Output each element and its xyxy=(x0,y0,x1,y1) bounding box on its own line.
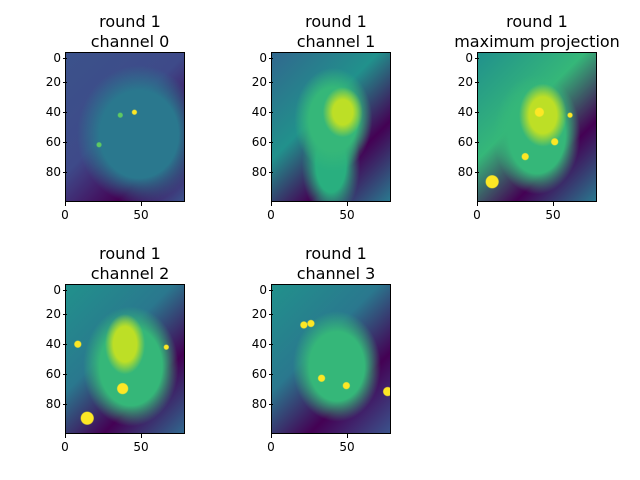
y-tick-label: 20 xyxy=(247,308,273,320)
microscopy-image xyxy=(272,285,390,433)
x-tick-label: 0 xyxy=(256,202,286,222)
y-tick-label: 80 xyxy=(453,166,479,178)
x-tick-label: 0 xyxy=(462,202,492,222)
panel-title: round 1 channel 0 xyxy=(90,12,170,51)
y-tick-label: 0 xyxy=(453,52,479,64)
y-tick-label: 0 xyxy=(247,284,273,296)
panel-channel-3: round 1 channel 3 0 20 40 60 80 0 50 xyxy=(252,244,401,454)
y-tick-label: 0 xyxy=(247,52,273,64)
x-tick-label: 0 xyxy=(50,434,80,454)
y-tick-label: 40 xyxy=(41,106,67,118)
y-tick-label: 40 xyxy=(247,106,273,118)
image-plot xyxy=(65,284,185,434)
y-tick-label: 40 xyxy=(453,106,479,118)
microscopy-image xyxy=(66,53,184,201)
x-tick-label: 0 xyxy=(256,434,286,454)
panel-maximum-projection: round 1 maximum projection 0 20 40 60 80… xyxy=(454,12,627,222)
panel-channel-0: round 1 channel 0 0 20 40 60 80 0 50 xyxy=(46,12,195,222)
panel-channel-1: round 1 channel 1 0 20 40 60 80 0 50 xyxy=(252,12,401,222)
y-tick-label: 20 xyxy=(247,76,273,88)
microscopy-image xyxy=(272,53,390,201)
y-tick-label: 40 xyxy=(41,338,67,350)
x-tick-label: 50 xyxy=(332,202,362,222)
y-tick-label: 60 xyxy=(247,136,273,148)
image-plot xyxy=(65,52,185,202)
y-tick-label: 20 xyxy=(41,76,67,88)
x-tick-label: 50 xyxy=(332,434,362,454)
image-plot xyxy=(271,52,391,202)
image-plot xyxy=(271,284,391,434)
panel-title: round 1 maximum projection xyxy=(454,12,620,51)
y-tick-label: 20 xyxy=(41,308,67,320)
y-tick-label: 60 xyxy=(41,136,67,148)
panel-title: round 1 channel 3 xyxy=(296,244,376,283)
y-tick-label: 20 xyxy=(453,76,479,88)
y-tick-label: 0 xyxy=(41,284,67,296)
x-tick-label: 0 xyxy=(50,202,80,222)
y-tick-label: 60 xyxy=(41,368,67,380)
y-tick-label: 80 xyxy=(247,166,273,178)
microscopy-image xyxy=(478,53,596,201)
panel-channel-2: round 1 channel 2 0 20 40 60 80 0 50 xyxy=(46,244,195,454)
image-plot xyxy=(477,52,597,202)
y-tick-label: 80 xyxy=(41,398,67,410)
y-tick-label: 80 xyxy=(41,166,67,178)
x-tick-label: 50 xyxy=(538,202,568,222)
x-tick-label: 50 xyxy=(126,202,156,222)
y-tick-label: 60 xyxy=(247,368,273,380)
panel-title: round 1 channel 1 xyxy=(296,12,376,51)
x-tick-label: 50 xyxy=(126,434,156,454)
y-tick-label: 0 xyxy=(41,52,67,64)
panel-title: round 1 channel 2 xyxy=(90,244,170,283)
y-tick-label: 40 xyxy=(247,338,273,350)
microscopy-image xyxy=(66,285,184,433)
y-tick-label: 60 xyxy=(453,136,479,148)
y-tick-label: 80 xyxy=(247,398,273,410)
